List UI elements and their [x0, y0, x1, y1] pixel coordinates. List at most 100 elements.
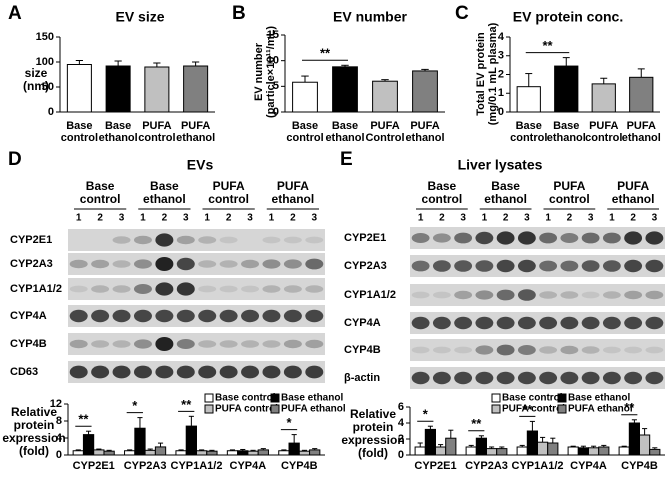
legend-swatch — [270, 404, 280, 414]
x-tick-label-box: CYP2E1 — [414, 460, 456, 472]
bar — [292, 81, 318, 113]
blot-group-label: Base ethanol — [143, 178, 186, 206]
blot-band — [112, 236, 131, 244]
bar — [554, 65, 579, 113]
blot-band — [624, 259, 643, 273]
significance-label: * — [132, 398, 138, 413]
x-tick-label-box: PUFA control — [138, 119, 176, 144]
blot-band — [176, 235, 195, 245]
lane-number: 3 — [183, 213, 189, 224]
significance-label: * — [423, 407, 429, 422]
error-bar — [438, 444, 444, 447]
blot-band — [198, 340, 217, 348]
lane-number: 3 — [588, 213, 594, 224]
blot-band — [155, 365, 174, 379]
bar — [486, 448, 498, 456]
x-tick-label-box: Base control — [510, 120, 547, 144]
blot-band — [219, 285, 238, 293]
blot-row-label: CYP2A3 — [344, 260, 387, 272]
blot-strip — [68, 361, 325, 383]
blot-band — [411, 291, 430, 299]
bar — [526, 430, 538, 456]
blot-band — [454, 260, 473, 272]
x-tick-label: CYP1A1/2 — [170, 459, 223, 472]
lane-number: 3 — [524, 213, 530, 224]
legend-swatch — [557, 393, 567, 403]
blot-strip — [410, 227, 665, 249]
error-bar — [188, 415, 194, 427]
x-tick-label: PUFA Control — [365, 119, 405, 144]
significance-label: * — [286, 415, 292, 430]
blot-group-label-box: Base control — [421, 178, 463, 206]
blot-band — [69, 237, 88, 243]
error-bar — [570, 445, 576, 447]
error-bar — [127, 449, 133, 451]
blot-band — [432, 291, 451, 299]
bar — [567, 446, 579, 456]
x-tick-label: PUFA control — [585, 119, 623, 144]
blot-band — [155, 282, 174, 296]
bar — [82, 434, 95, 456]
legend-swatch — [270, 393, 280, 403]
blot-band — [517, 259, 536, 273]
blot-band — [91, 340, 110, 348]
blot-band — [560, 260, 579, 272]
blot-band — [496, 289, 515, 301]
error-bar — [301, 75, 309, 83]
bar — [628, 422, 640, 456]
y-tick-label: 12 — [50, 398, 62, 410]
blot-band — [411, 316, 430, 330]
error-bar — [642, 428, 648, 435]
blot-band — [475, 371, 494, 385]
blot-band — [69, 309, 88, 323]
blot-band — [581, 346, 600, 354]
error-bar — [260, 448, 266, 450]
y-tick-label: 4 — [498, 31, 505, 43]
blot-band — [517, 345, 536, 355]
x-tick-label: CYP4B — [621, 459, 658, 472]
blot-band — [283, 259, 302, 269]
legend-swatch — [204, 393, 214, 403]
blot-band — [539, 260, 558, 272]
x-tick-label: PUFA ethanol — [621, 119, 661, 144]
error-bar — [106, 449, 112, 452]
legend-swatch — [557, 404, 567, 414]
blot-group-label: PUFA ethanol — [611, 178, 655, 206]
error-bar — [529, 420, 535, 431]
y-tick-label: 0 — [498, 106, 504, 118]
error-bar — [489, 446, 495, 449]
x-tick-label: PUFA control — [138, 119, 176, 144]
error-bar — [499, 446, 505, 449]
lane-number: 2 — [503, 213, 509, 224]
bar — [598, 446, 610, 456]
x-tick-label-box: Base ethanol — [547, 120, 586, 144]
error-bar — [250, 449, 256, 452]
lane-number: 1 — [609, 213, 615, 224]
bar — [105, 65, 131, 113]
y-tick-label: 15 — [267, 29, 279, 41]
error-bar — [85, 430, 92, 435]
blot-band — [602, 316, 621, 330]
blot-group-label: Base control — [421, 178, 463, 206]
bar — [547, 442, 559, 456]
error-bar — [580, 445, 586, 448]
blot-band — [645, 371, 664, 385]
error-bar — [341, 64, 349, 67]
blot-band — [560, 233, 579, 243]
bar — [516, 446, 528, 456]
error-bar — [381, 79, 389, 82]
y-tick-label: 2 — [398, 433, 404, 445]
lane-number: 2 — [226, 213, 232, 224]
blot-band — [475, 290, 494, 300]
x-tick-label-box: CYP4A — [230, 460, 267, 472]
blot-band — [624, 231, 643, 245]
error-bar — [199, 449, 205, 451]
bar — [175, 450, 187, 456]
y-tick-label: 4 — [398, 417, 405, 429]
blot-band — [539, 346, 558, 354]
blot-band — [539, 371, 558, 385]
blot-band — [198, 236, 217, 244]
blot-band — [305, 236, 324, 244]
blot-band — [241, 237, 260, 243]
error-bar — [652, 447, 658, 450]
